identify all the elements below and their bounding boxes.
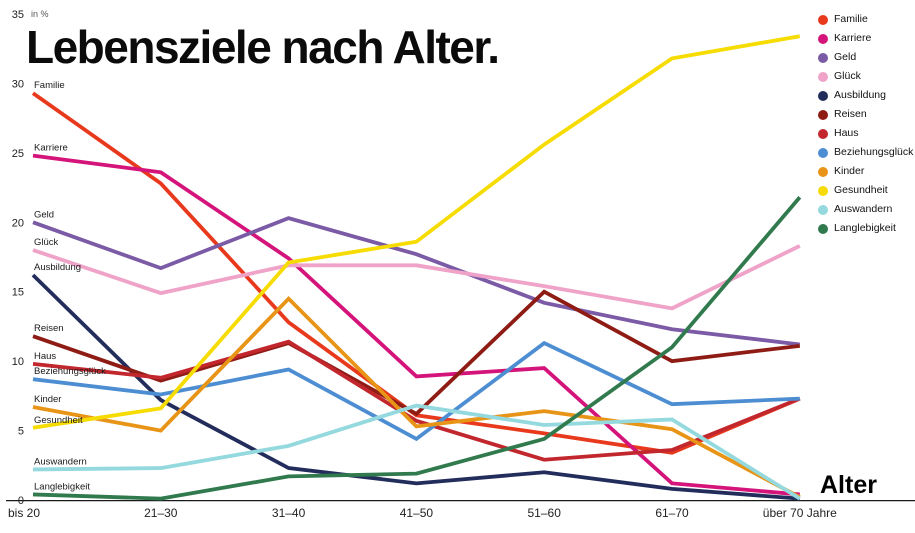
chart-title: Lebensziele nach Alter. [26,21,500,73]
y-tick-label: 20 [12,217,24,229]
y-tick-label: 5 [18,426,24,438]
series-line-familie [31,91,801,455]
legend-label: Haus [834,127,859,139]
series-start-label-haus: Haus [34,351,56,362]
series-start-label-ausbildung: Ausbildung [34,262,81,273]
series-line-ausbildung [31,273,800,501]
legend-swatch-icon [818,204,828,215]
series-start-label-familie: Familie [34,80,65,91]
series-start-label-glueck: Glück [34,237,59,248]
legend-item-beziehungsglueck: Beziehungsglück [818,147,913,158]
series-line-geld [32,216,801,347]
y-tick-label: 10 [12,356,24,368]
legend-label: Ausbildung [834,89,886,101]
legend-item-langlebigkeit: Langlebigkeit [818,223,913,234]
legend-label: Glück [834,70,861,82]
series-line-kinder [32,295,801,499]
legend-label: Geld [834,51,857,63]
series-start-label-karriere: Karriere [34,143,68,154]
series-line-haus [32,339,801,462]
legend-swatch-icon [818,166,828,177]
x-tick-label-51-60: 51–60 [528,506,562,520]
y-tick-label: 15 [12,287,24,299]
legend-item-geld: Geld [818,52,913,63]
legend-item-familie: Familie [818,14,913,25]
legend-label: Reisen [834,108,867,120]
series-start-label-kinder: Kinder [34,394,61,405]
x-axis-title: Alter [820,471,877,499]
legend-label: Langlebigkeit [834,222,896,234]
y-tick-label: 25 [12,148,24,160]
series-line-langlebigkeit [32,196,802,501]
legend-swatch-icon [818,128,828,139]
legend-swatch-icon [818,223,828,234]
y-tick-label: 30 [12,78,24,90]
series-start-label-langlebigkeit: Langlebigkeit [34,481,90,492]
y-tick-label: 0 [18,495,24,507]
legend-item-gesundheit: Gesundheit [818,185,913,196]
x-tick-label-31-40: 31–40 [272,506,306,520]
legend-item-auswandern: Auswandern [818,204,913,215]
y-axis-unit-label: in % [31,9,49,19]
legend-item-reisen: Reisen [818,109,913,120]
series-start-label-geld: Geld [34,209,54,220]
series-line-karriere [32,153,800,497]
legend-swatch-icon [818,71,828,82]
series-start-label-reisen: Reisen [34,323,64,334]
legend-item-kinder: Kinder [818,166,913,177]
x-tick-label-21-30: 21–30 [144,506,178,520]
series-start-label-gesundheit: Gesundheit [34,415,83,426]
x-tick-label-41-50: 41–50 [400,506,434,520]
legend-swatch-icon [818,33,828,44]
legend-swatch-icon [818,109,828,120]
series-start-label-auswandern: Auswandern [34,456,87,467]
series-line-auswandern [32,403,801,501]
legend-item-haus: Haus [818,128,913,139]
legend-item-ausbildung: Ausbildung [818,90,913,101]
y-tick-label: 35 [12,9,24,21]
legend-swatch-icon [818,185,828,196]
legend-label: Auswandern [834,203,893,215]
legend-label: Familie [834,13,868,25]
series-line-reisen [32,289,801,417]
series-start-label-beziehungsglueck: Beziehungsglück [34,366,106,377]
series-line-glueck [32,244,801,311]
legend-swatch-icon [818,14,828,25]
legend-label: Kinder [834,165,865,177]
legend-item-karriere: Karriere [818,33,913,44]
legend: Familie Karriere Geld Glück Ausbildung Reisen… [818,14,913,234]
x-tick-label-61-70: 61–70 [655,506,689,520]
series-line-beziehungsglueck [32,340,800,442]
legend-swatch-icon [818,52,828,63]
legend-swatch-icon [818,90,828,101]
legend-label: Karriere [834,32,872,44]
x-tick-label-bis-20: bis 20 [8,506,40,520]
legend-swatch-icon [818,147,828,158]
legend-item-glueck: Glück [818,71,913,82]
series-line-gesundheit [32,34,801,430]
legend-label: Beziehungsglück [834,146,914,158]
legend-label: Gesundheit [834,184,888,196]
x-tick-label-ueber-70-jahre: über 70 Jahre [763,506,837,520]
